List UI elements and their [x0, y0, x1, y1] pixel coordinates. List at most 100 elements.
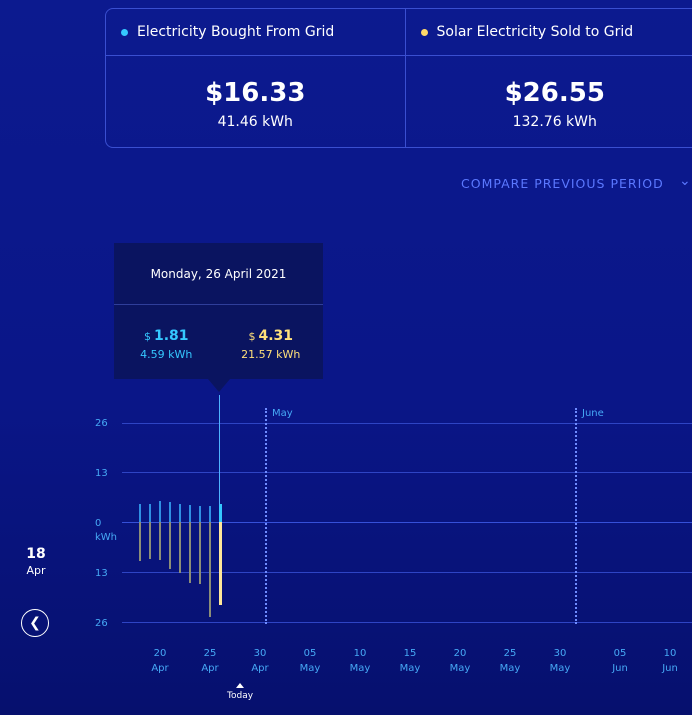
bar-sold[interactable] — [199, 522, 201, 585]
month-marker-may: May — [272, 408, 293, 419]
tooltip-date: Monday, 26 April 2021 — [114, 243, 323, 305]
x-tick-month: Apr — [201, 663, 219, 674]
bar-sold[interactable] — [209, 522, 211, 618]
gridline-zero — [122, 522, 692, 523]
x-tick-day: 10 — [353, 648, 367, 659]
tooltip-bought-kwh: 4.59 kWh — [140, 348, 193, 361]
x-tick-day: 20 — [453, 648, 467, 659]
today-label: Today — [227, 691, 254, 701]
gridline-bottom — [122, 622, 692, 623]
bar-bought[interactable] — [139, 504, 141, 522]
period-start-date: 18 Apr — [22, 546, 50, 577]
y-tick-label: 13 — [95, 468, 108, 479]
bought-legend-dot — [121, 28, 128, 36]
x-tick-month: Apr — [151, 663, 169, 674]
bar-bought[interactable] — [209, 506, 211, 522]
x-tick-month: May — [349, 663, 371, 674]
bought-amount: $16.33 — [205, 78, 306, 108]
x-tick-day: 25 — [203, 648, 217, 659]
tooltip-sold-currency: $ — [248, 330, 256, 343]
x-tick-day: 05 — [613, 648, 627, 659]
chevron-down-icon: ⌄ — [679, 173, 692, 189]
tooltip-pointer — [208, 379, 230, 392]
x-tick-label: 10 Jun — [650, 646, 690, 676]
bar-bought[interactable] — [199, 506, 201, 522]
x-tick-day: 25 — [503, 648, 517, 659]
x-tick-month: May — [299, 663, 321, 674]
period-start-day: 18 — [26, 546, 46, 562]
sold-legend-dot — [420, 28, 428, 36]
x-tick-label: 10 May — [340, 646, 380, 676]
today-marker[interactable]: Today — [227, 683, 253, 701]
x-tick-label: 05 May — [290, 646, 330, 676]
bar-sold[interactable] — [219, 522, 222, 605]
x-tick-month: May — [549, 663, 571, 674]
y-tick-label: 0 — [95, 518, 102, 529]
y-tick-label: 26 — [95, 418, 108, 429]
x-tick-day: 30 — [253, 648, 267, 659]
bar-bought[interactable] — [159, 500, 161, 522]
compare-label: COMPARE PREVIOUS PERIOD — [461, 176, 664, 191]
bought-card: Electricity Bought From Grid $16.33 41.4… — [106, 9, 405, 147]
month-marker-june: June — [582, 408, 604, 419]
selected-day-guide-line — [219, 395, 220, 505]
x-tick-label: 15 May — [390, 646, 430, 676]
x-tick-month: Jun — [612, 663, 628, 674]
bought-label: Electricity Bought From Grid — [137, 24, 335, 40]
x-tick-month: May — [499, 663, 521, 674]
month-divider-may — [265, 408, 267, 624]
gridline-top — [122, 423, 692, 424]
tooltip-sold-kwh: 21.57 kWh — [241, 348, 301, 361]
x-tick-label: 05 Jun — [600, 646, 640, 676]
day-tooltip: Monday, 26 April 2021 $1.81 4.59 kWh $4.… — [114, 243, 324, 392]
tooltip-bought: $1.81 4.59 kWh — [114, 328, 219, 361]
gridline-upper — [122, 472, 692, 473]
chevron-left-icon: ❮ — [29, 615, 41, 631]
x-tick-month: May — [449, 663, 471, 674]
x-tick-label: 20 Apr — [140, 646, 180, 676]
sold-card: Solar Electricity Sold to Grid $26.55 13… — [404, 9, 692, 147]
bought-kwh: 41.46 kWh — [217, 114, 293, 130]
tooltip-bought-currency: $ — [143, 330, 151, 343]
y-unit-label: kWh — [95, 532, 118, 543]
y-tick-label: 13 — [95, 568, 108, 579]
x-tick-day: 30 — [553, 648, 567, 659]
x-tick-month: Apr — [251, 663, 269, 674]
gridline-lower — [122, 572, 692, 573]
tooltip-sold-amount: 4.31 — [258, 328, 294, 344]
x-tick-day: 20 — [153, 648, 167, 659]
bar-sold[interactable] — [139, 522, 141, 562]
bar-sold[interactable] — [179, 522, 181, 573]
x-tick-day: 10 — [663, 648, 677, 659]
previous-period-button[interactable]: ❮ — [21, 609, 49, 637]
tooltip-sold: $4.31 21.57 kWh — [219, 328, 324, 361]
x-tick-label: 20 May — [440, 646, 480, 676]
period-start-month: Apr — [26, 564, 46, 577]
bought-card-header: Electricity Bought From Grid — [106, 9, 405, 56]
sold-label: Solar Electricity Sold to Grid — [436, 24, 634, 40]
bar-bought[interactable] — [189, 505, 191, 522]
x-tick-month: Jun — [662, 663, 678, 674]
bar-bought[interactable] — [219, 504, 222, 522]
x-tick-day: 05 — [303, 648, 317, 659]
x-tick-label: 25 Apr — [190, 646, 230, 676]
caret-up-icon — [236, 683, 244, 688]
bar-bought[interactable] — [179, 504, 181, 522]
sold-card-header: Solar Electricity Sold to Grid — [405, 9, 692, 56]
x-tick-label: 30 Apr — [240, 646, 280, 676]
summary-panel: Electricity Bought From Grid $16.33 41.4… — [105, 8, 692, 148]
x-tick-label: 30 May — [540, 646, 580, 676]
month-divider-june — [575, 408, 577, 624]
bar-bought[interactable] — [149, 503, 151, 522]
bar-sold[interactable] — [169, 522, 171, 569]
bar-sold[interactable] — [149, 522, 151, 559]
bar-sold[interactable] — [159, 522, 161, 560]
compare-previous-period-button[interactable]: COMPARE PREVIOUS PERIOD ⌄ — [461, 173, 691, 191]
tooltip-bought-amount: 1.81 — [153, 328, 189, 344]
y-tick-label: 26 — [95, 618, 108, 629]
sold-kwh: 132.76 kWh — [512, 114, 597, 130]
bar-sold[interactable] — [189, 522, 191, 583]
bar-bought[interactable] — [169, 502, 171, 522]
x-tick-day: 15 — [403, 648, 417, 659]
x-tick-month: May — [399, 663, 421, 674]
